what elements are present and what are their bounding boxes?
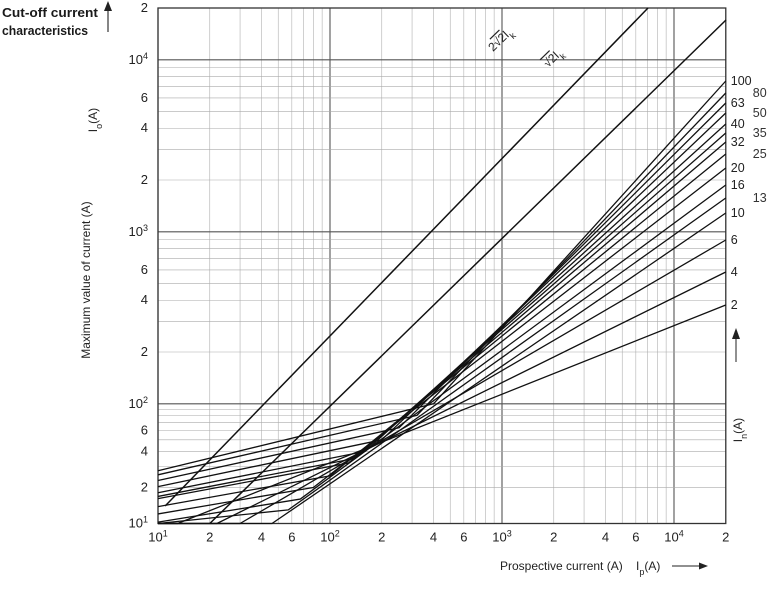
svg-text:2: 2 (141, 344, 148, 359)
svg-text:102: 102 (129, 395, 148, 411)
svg-text:6: 6 (141, 90, 148, 105)
svg-text:103: 103 (492, 529, 511, 545)
svg-text:101: 101 (129, 515, 148, 531)
svg-text:4: 4 (258, 530, 265, 545)
svg-text:13: 13 (753, 191, 767, 205)
svg-text:characteristics: characteristics (2, 23, 88, 38)
svg-text:20: 20 (731, 161, 745, 175)
svg-text:In(A): In(A) (731, 418, 749, 442)
svg-text:Cut-off current: Cut-off current (2, 5, 99, 20)
svg-text:6: 6 (731, 233, 738, 247)
svg-text:6: 6 (460, 530, 467, 545)
svg-text:2: 2 (722, 530, 729, 545)
svg-text:6: 6 (141, 262, 148, 277)
svg-text:10: 10 (731, 206, 745, 220)
svg-text:2: 2 (550, 530, 557, 545)
svg-text:6: 6 (141, 422, 148, 437)
svg-text:4: 4 (141, 292, 148, 307)
svg-text:2: 2 (731, 298, 738, 312)
svg-text:40: 40 (731, 117, 745, 131)
svg-text:103: 103 (129, 223, 148, 239)
svg-text:102: 102 (320, 529, 339, 545)
svg-text:104: 104 (129, 51, 148, 67)
svg-text:4: 4 (731, 265, 738, 279)
svg-text:4: 4 (141, 120, 148, 135)
svg-text:50: 50 (753, 106, 767, 120)
svg-text:2: 2 (141, 479, 148, 494)
svg-text:2: 2 (141, 0, 148, 15)
svg-text:Prospective current (A): Prospective current (A) (500, 559, 623, 573)
svg-text:2: 2 (206, 530, 213, 545)
svg-text:√2Ik: √2Ik (540, 45, 568, 73)
svg-text:2: 2 (378, 530, 385, 545)
svg-text:Ip(A): Ip(A) (636, 559, 660, 577)
svg-text:4: 4 (430, 530, 437, 545)
svg-text:Io(A): Io(A) (86, 108, 104, 132)
svg-text:32: 32 (731, 135, 745, 149)
svg-text:101: 101 (148, 529, 167, 545)
svg-text:100: 100 (731, 74, 752, 88)
svg-text:6: 6 (288, 530, 295, 545)
svg-text:Maximum value of current (A): Maximum value of current (A) (79, 201, 93, 358)
svg-text:35: 35 (753, 126, 767, 140)
svg-text:16: 16 (731, 178, 745, 192)
svg-text:4: 4 (141, 443, 148, 458)
svg-text:25: 25 (753, 147, 767, 161)
svg-text:4: 4 (602, 530, 609, 545)
svg-text:2: 2 (141, 172, 148, 187)
svg-text:80: 80 (753, 86, 767, 100)
svg-text:63: 63 (731, 96, 745, 110)
svg-text:104: 104 (664, 529, 683, 545)
svg-text:6: 6 (632, 530, 639, 545)
